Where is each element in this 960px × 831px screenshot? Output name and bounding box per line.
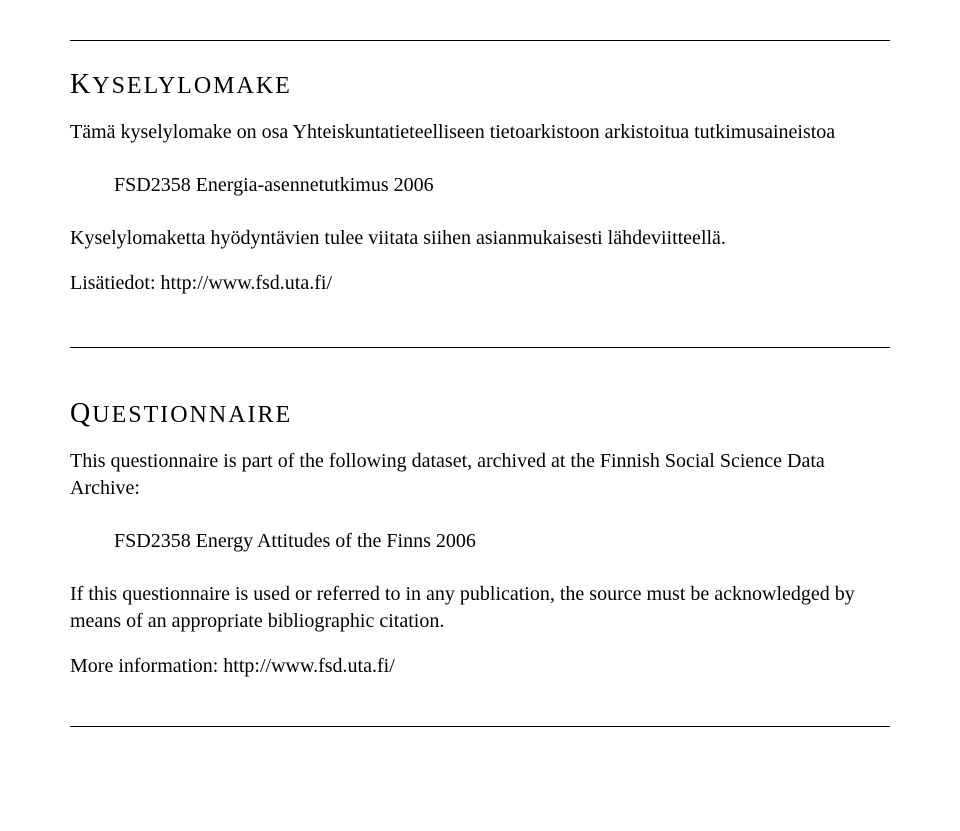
section2-dataset: FSD2358 Energy Attitudes of the Finns 20… [114,528,890,555]
divider-top [70,40,890,41]
divider-mid [70,347,890,348]
section2-title-rest: UESTIONNAIRE [92,402,292,428]
section1-title-rest: YSELYLOMAKE [92,73,292,99]
section1-title: KYSELYLOMAKE [70,69,890,101]
section2-moreinfo: More information: http://www.fsd.uta.fi/ [70,653,890,680]
section1-moreinfo: Lisätiedot: http://www.fsd.uta.fi/ [70,270,890,297]
section2-intro: This questionnaire is part of the follow… [70,448,890,502]
section2-title-firstletter: Q [70,398,92,429]
section1-title-firstletter: K [70,69,92,100]
section1-cite: Kyselylomaketta hyödyntävien tulee viita… [70,225,890,252]
document-page: KYSELYLOMAKE Tämä kyselylomake on osa Yh… [0,0,960,831]
section2-title: QUESTIONNAIRE [70,398,890,430]
section1-dataset: FSD2358 Energia-asennetutkimus 2006 [114,172,890,199]
divider-bottom [70,726,890,727]
section1-intro: Tämä kyselylomake on osa Yhteiskuntatiet… [70,119,890,146]
section2-cite: If this questionnaire is used or referre… [70,581,890,635]
